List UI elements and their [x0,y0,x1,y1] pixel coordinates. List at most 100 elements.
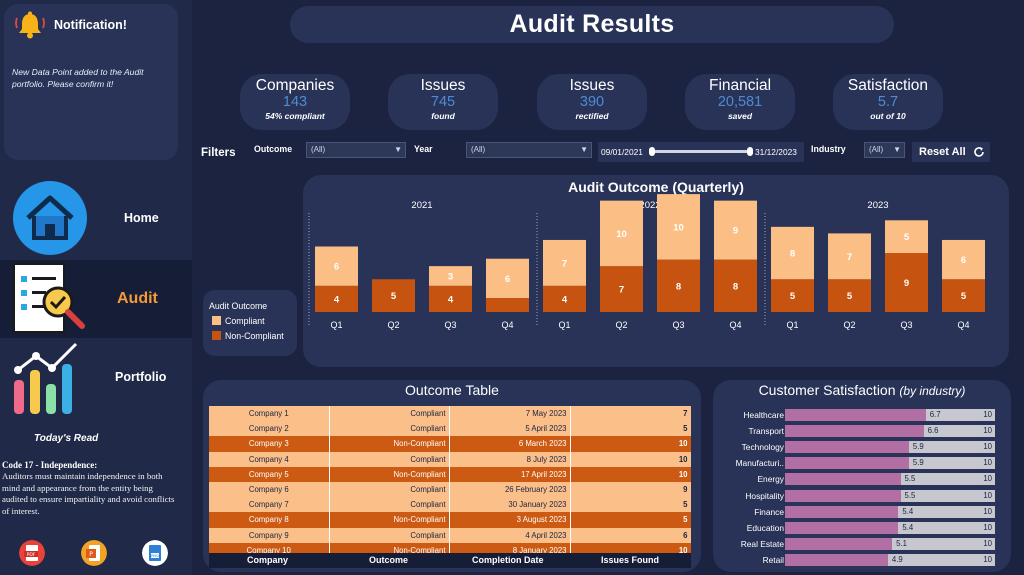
audit-outcome-chart: 2021 2022 2023 4 6 Q1 5 Q2 4 3 Q3 6 Q4 4 7 Q1 7 10 Q2 8 10 Q3… [308,194,985,330]
satisfaction-bar[interactable] [785,537,893,550]
outcome-table[interactable]: Company 1 Compliant 7 May 2023 7 Company 2 Co… [209,406,691,568]
quarter-tick-label: Q2 [843,320,855,330]
pdf-icon[interactable]: PDF [19,540,45,566]
table-row[interactable]: Company 5 Non-Compliant 17 April 2023 10 [209,466,691,482]
slider-handle-end[interactable] [747,147,753,156]
bar-value-label: 6 [334,262,339,273]
bar-compliant[interactable] [771,226,814,280]
bar-noncompliant[interactable] [714,259,757,312]
bar-noncompliant[interactable] [429,285,472,312]
satisfaction-max-label: 10 [983,426,992,436]
table-row[interactable]: Company 9 Compliant 4 April 2023 6 [209,527,691,543]
bar-value-label: 8 [790,249,795,260]
bar-compliant[interactable] [600,200,643,267]
satisfaction-bar[interactable] [785,489,901,502]
bar-compliant[interactable] [714,200,757,260]
satisfaction-bar[interactable] [785,473,901,486]
kpi-subtext: found [431,111,455,121]
legend-label: Non-Compliant [225,331,284,341]
bar-noncompliant[interactable] [657,259,700,312]
bar-noncompliant[interactable] [543,285,586,312]
nav-item-audit[interactable]: Audit [0,260,192,338]
satisfaction-bar[interactable] [785,521,899,534]
table-row[interactable]: Company 2 Compliant 5 April 2023 5 [209,421,691,437]
quarter-tick-label: Q3 [444,320,456,330]
bar-value-label: 4 [562,294,568,305]
kpi-subtext: 54% compliant [265,111,325,121]
year-filter-select[interactable]: (All) ▼ [466,142,592,158]
bar-value-label: 6 [961,255,966,266]
column-header-issues-found[interactable]: Issues Found [601,555,660,565]
satisfaction-subtitle: (by industry) [899,384,966,398]
industry-filter-select[interactable]: (All) ▼ [864,142,905,158]
bar-compliant[interactable] [543,239,586,286]
notification-panel: Notification! New Data Point added to th… [4,4,178,160]
satisfaction-category-label: Manufacturi.. [735,458,784,469]
satisfaction-value-label: 6.7 [929,410,941,419]
bar-noncompliant[interactable] [885,253,928,312]
date-range-slider[interactable]: 09/01/2021 31/12/2023 [598,142,804,162]
satisfaction-bar[interactable] [785,441,909,454]
table-cell: 30 January 2023 [449,497,571,513]
powerpoint-icon[interactable]: P [81,540,107,566]
satisfaction-value-label: 5.9 [912,458,924,468]
table-cell: Company 4 [209,451,330,467]
bar-compliant[interactable] [486,258,529,298]
table-row[interactable]: Company 3 Non-Compliant 6 March 2023 10 [209,436,691,452]
nav-item-portfolio[interactable]: Portfolio [0,340,192,418]
bar-compliant[interactable] [657,194,700,260]
satisfaction-bar[interactable] [785,409,926,421]
satisfaction-value-label: 5.4 [902,506,914,516]
table-row[interactable]: Company 4 Compliant 8 July 2023 10 [209,451,691,467]
table-row[interactable]: Company 6 Compliant 26 February 2023 9 [209,481,691,498]
table-row[interactable]: Company 1 Compliant 7 May 2023 7 [209,406,691,422]
page-title-bar: Audit Results [290,6,894,43]
bar-value-label: 5 [847,291,853,302]
png-icon[interactable]: PNG [142,540,168,566]
satisfaction-bar[interactable] [785,457,909,470]
legend-title: Audit Outcome [209,301,268,311]
slider-track[interactable] [652,150,750,153]
notification-title: Notification! [54,18,127,32]
slider-handle-start[interactable] [649,147,655,156]
legend-label: Compliant [225,316,265,326]
bar-value-label: 7 [619,285,624,296]
bar-compliant[interactable] [429,266,472,286]
kpi-value: 745 [430,94,456,110]
date-end: 31/12/2023 [755,147,797,157]
bar-noncompliant[interactable] [600,266,643,312]
bar-noncompliant[interactable] [771,279,814,312]
nav-item-home[interactable]: Home [0,178,192,256]
column-header-company[interactable]: Company [247,555,289,565]
year-filter-label: Year [414,144,433,154]
satisfaction-bar[interactable] [785,505,899,518]
table-cell: Compliant [329,451,450,467]
legend-item-noncompliant: Non-Compliant [212,331,284,341]
column-header-outcome[interactable]: Outcome [369,555,409,565]
bar-value-label: 7 [562,258,567,269]
bar-noncompliant[interactable] [486,298,529,312]
table-row[interactable]: Company 8 Non-Compliant 3 August 2023 5 [209,512,691,528]
table-row[interactable]: Company 7 Compliant 30 January 2023 5 [209,497,691,513]
satisfaction-track: 5.5 10 [785,489,995,502]
column-header-completion-date[interactable]: Completion Date [472,555,544,565]
table-cell: 8 July 2023 [449,451,571,467]
bar-noncompliant[interactable] [942,279,985,312]
legend-swatch-compliant [212,316,221,325]
bar-noncompliant[interactable] [315,285,358,312]
reset-all-button[interactable]: Reset All [912,142,990,162]
bar-noncompliant[interactable] [828,279,871,312]
outcome-filter-select[interactable]: (All) ▼ [306,142,406,158]
bar-noncompliant[interactable] [372,279,415,312]
table-cell: Company 5 [209,466,330,482]
table-cell: Non-Compliant [329,436,450,452]
bar-compliant[interactable] [885,220,928,254]
bar-compliant[interactable] [942,239,985,280]
bar-value-label: 8 [733,281,738,292]
bar-compliant[interactable] [828,233,871,280]
satisfaction-bar[interactable] [785,553,888,566]
satisfaction-bar[interactable] [785,425,924,438]
bar-compliant[interactable] [315,246,358,286]
bell-icon [15,11,45,39]
table-cell: 7 May 2023 [449,406,571,422]
